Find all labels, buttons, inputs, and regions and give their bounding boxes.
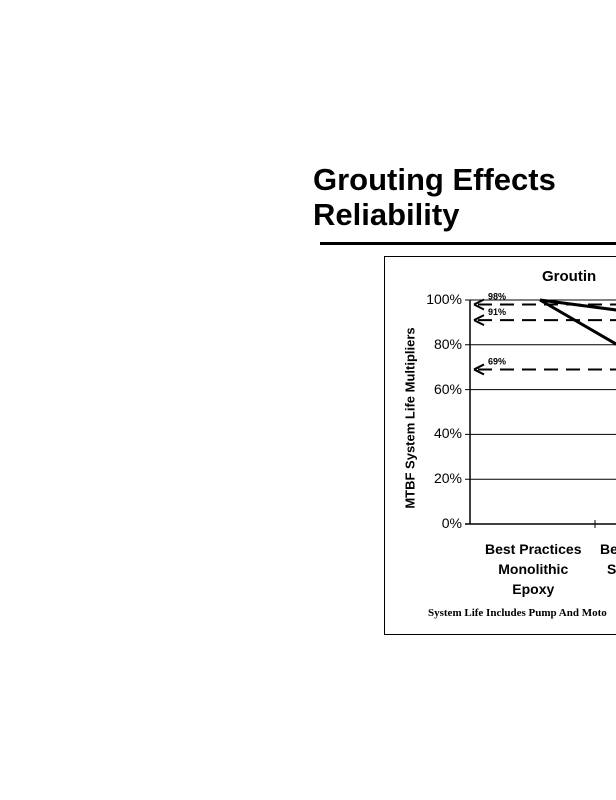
y-tick-label: 0%: [441, 515, 462, 531]
y-tick-label: 20%: [433, 470, 462, 487]
y-tick-label: 100%: [426, 291, 462, 307]
arrow-icon: [473, 363, 485, 376]
chart-frame: [384, 256, 616, 635]
title-divider: [320, 242, 616, 245]
category-label-2: Be S: [600, 539, 616, 579]
category-label-1: Best Practices Monolithic Epoxy: [485, 539, 582, 599]
cat-line: Be: [600, 541, 616, 557]
arrow-icon: [473, 298, 485, 311]
cat-line: S: [607, 561, 616, 577]
y-tick-label: 40%: [433, 425, 462, 442]
reference-label: 91%: [488, 307, 506, 317]
reference-label: 98%: [488, 291, 506, 301]
series-line-upper: [539, 298, 616, 312]
y-tick-label: 60%: [433, 380, 462, 397]
chart-title: Groutin: [542, 268, 597, 285]
cat-line: Epoxy: [512, 581, 555, 597]
reference-label: 69%: [488, 356, 506, 366]
chart-footnote: System Life Includes Pump And Moto: [428, 607, 607, 619]
y-tick-label: 80%: [433, 335, 462, 352]
title-line-1: Grouting Effects: [313, 162, 556, 197]
arrow-icon: [473, 314, 485, 327]
title-line-2: Reliability: [313, 197, 460, 232]
series-line-lower: [539, 298, 616, 346]
cat-line: Monolithic: [498, 561, 569, 577]
slide-title: Grouting Effects Reliability: [313, 162, 556, 232]
cat-line: Best Practices: [485, 541, 582, 557]
